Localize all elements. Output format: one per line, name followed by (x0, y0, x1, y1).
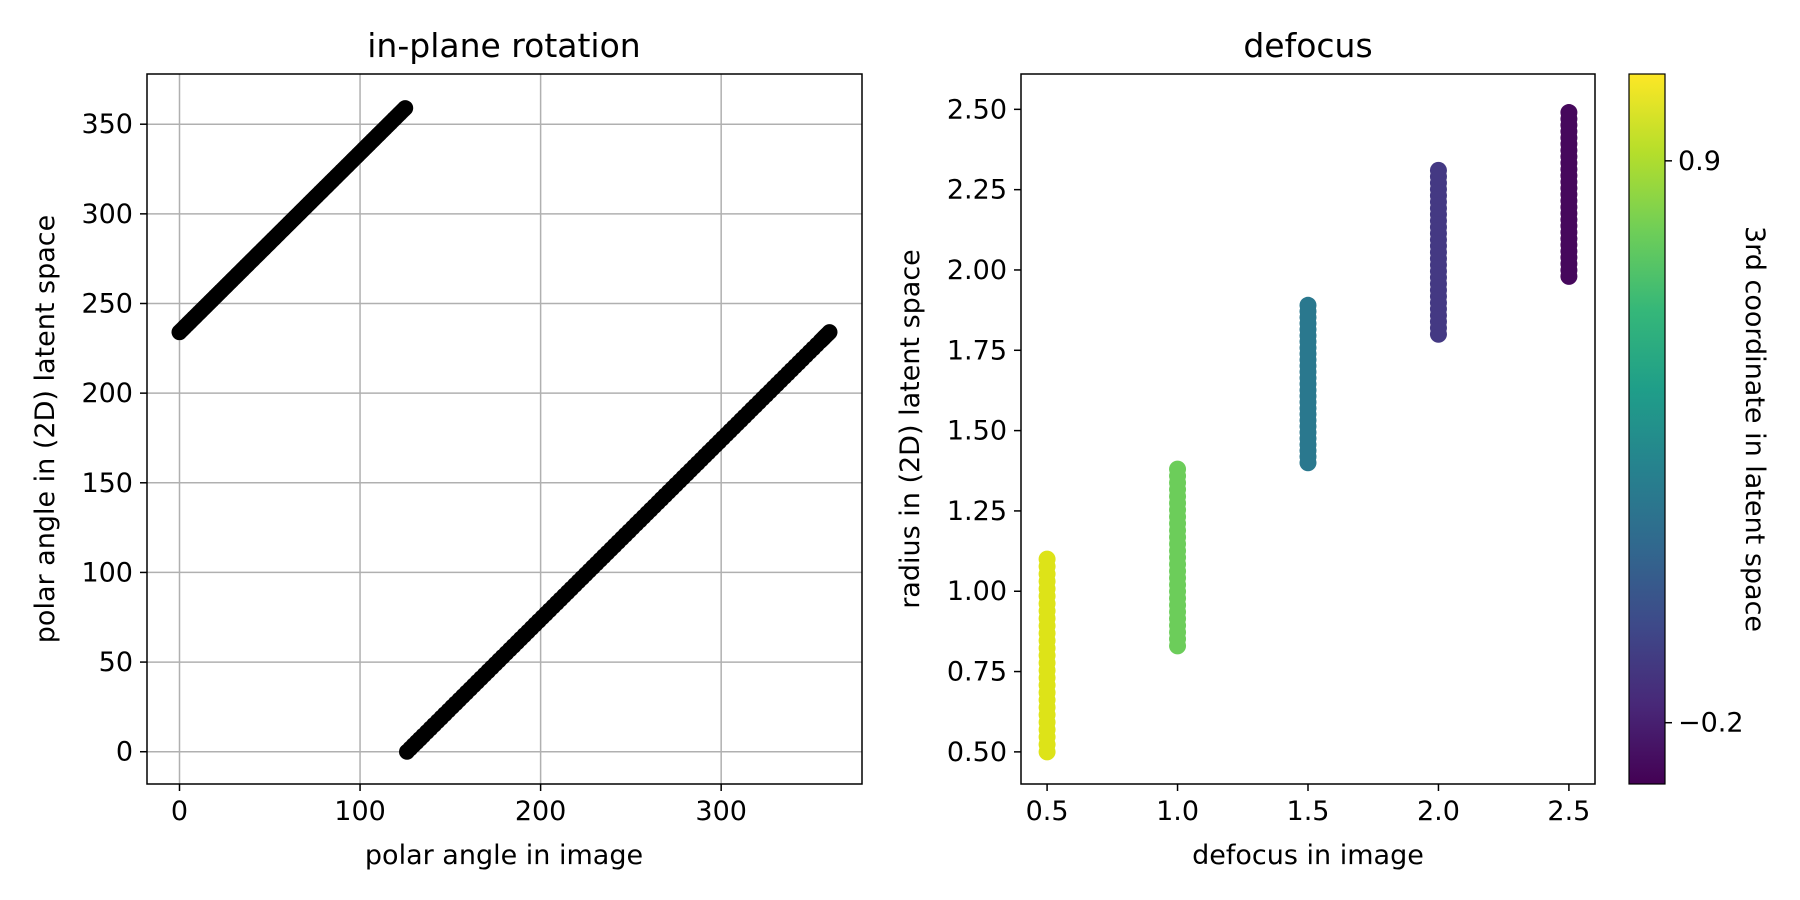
right-y-axis-label: radius in (2D) latent space (895, 249, 926, 609)
right-y-tick-label: 1.25 (947, 496, 1007, 527)
left-grid (147, 74, 862, 784)
left-chart: 0 100 200 300 0 50 100 150 200 250 300 350 in-plan… (30, 26, 863, 871)
left-data-point (821, 324, 838, 341)
colorbar: 0.9 −0.2 3rd coordinate in latent space (1628, 73, 1770, 785)
right-y-tick-label: 1.00 (947, 576, 1007, 607)
left-y-tick-label: 200 (81, 378, 133, 409)
left-y-tick-label: 150 (81, 468, 133, 499)
right-x-tick-label: 2.0 (1417, 796, 1460, 827)
right-data-point (1169, 460, 1187, 478)
right-y-tick-label: 1.75 (947, 335, 1007, 366)
left-data-point (397, 100, 414, 117)
left-y-tick-label: 350 (81, 109, 133, 140)
left-x-tick-label: 100 (334, 796, 386, 827)
left-x-tick-label: 300 (695, 796, 747, 827)
right-x-tick-label: 1.5 (1287, 796, 1330, 827)
right-chart-title: defocus (1243, 26, 1372, 65)
left-x-tick-label: 200 (515, 796, 567, 827)
right-data-point (1299, 296, 1317, 314)
right-x-ticks: 0.5 1.0 1.5 2.0 2.5 (1026, 784, 1590, 827)
colorbar-ticks: 0.9 −0.2 (1665, 146, 1744, 739)
right-y-tick-label: 2.00 (947, 255, 1007, 286)
right-y-tick-label: 0.75 (947, 657, 1007, 688)
left-plot-frame (146, 73, 863, 785)
right-data-point (1038, 550, 1056, 568)
right-data-point (1560, 104, 1578, 122)
left-y-tick-label: 50 (99, 647, 133, 678)
left-x-ticks: 0 100 200 300 (171, 784, 747, 827)
left-y-tick-label: 300 (81, 199, 133, 230)
right-data-point (1429, 161, 1447, 179)
right-chart: 0.5 1.0 1.5 2.0 2.5 0.50 0.75 1.00 1.25 1.50 1.75… (895, 26, 1596, 871)
right-y-tick-label: 0.50 (947, 737, 1007, 768)
left-y-tick-label: 0 (116, 737, 133, 768)
right-x-axis-label: defocus in image (1192, 840, 1424, 871)
right-y-tick-label: 2.25 (947, 175, 1007, 206)
right-x-tick-label: 1.0 (1156, 796, 1199, 827)
left-x-axis-label: polar angle in image (365, 840, 643, 871)
left-x-tick-label: 0 (171, 796, 188, 827)
right-x-tick-label: 2.5 (1547, 796, 1590, 827)
colorbar-gradient (1628, 73, 1666, 785)
right-y-tick-label: 1.50 (947, 416, 1007, 447)
left-points (171, 100, 838, 760)
colorbar-label: 3rd coordinate in latent space (1739, 226, 1770, 632)
colorbar-tick-label: −0.2 (1678, 708, 1744, 739)
left-y-ticks: 0 50 100 150 200 250 300 350 (81, 109, 147, 768)
right-y-ticks: 0.50 0.75 1.00 1.25 1.50 1.75 2.00 2.25 2.50 (947, 94, 1021, 768)
left-y-tick-label: 100 (81, 557, 133, 588)
colorbar-tick-label: 0.9 (1678, 146, 1721, 177)
left-y-axis-label: polar angle in (2D) latent space (30, 215, 61, 643)
right-points (1038, 104, 1578, 761)
right-y-tick-label: 2.50 (947, 94, 1007, 125)
left-y-tick-label: 250 (81, 288, 133, 319)
right-x-tick-label: 0.5 (1026, 796, 1069, 827)
left-chart-title: in-plane rotation (367, 26, 640, 65)
